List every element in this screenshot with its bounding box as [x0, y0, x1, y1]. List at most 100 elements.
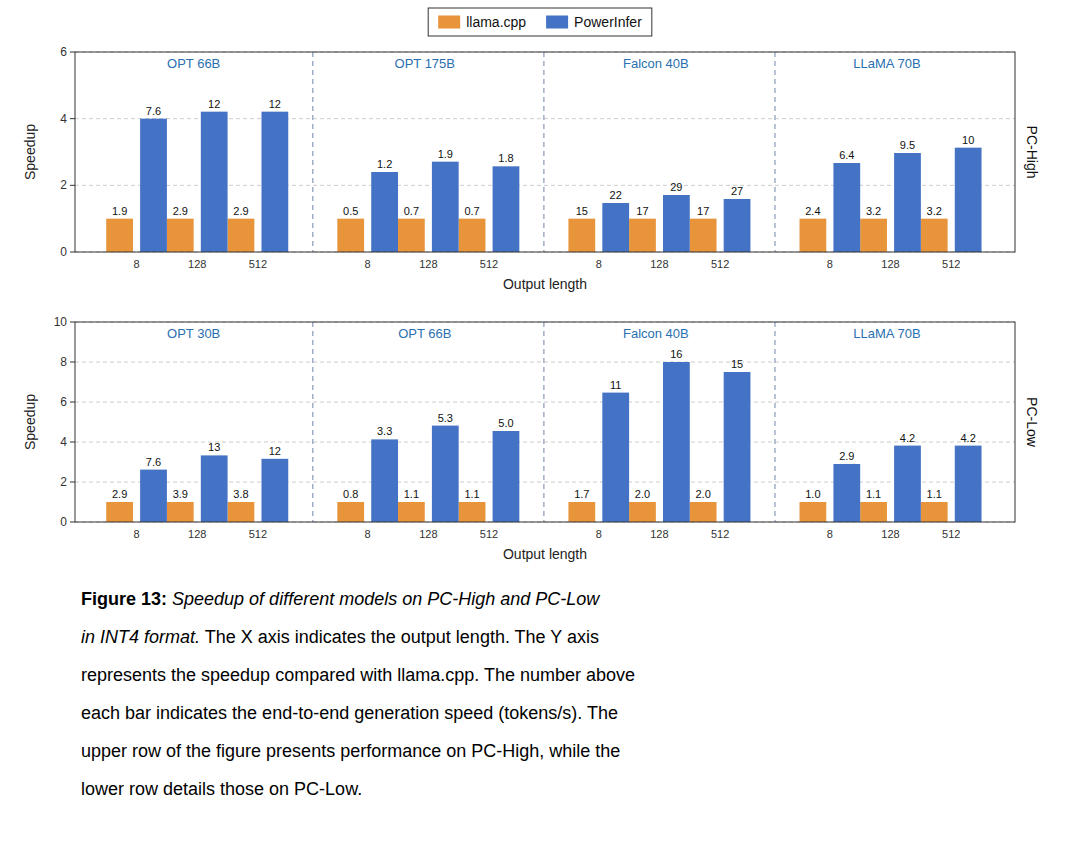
- x-tick-label: 128: [419, 258, 437, 270]
- bar: [228, 219, 255, 252]
- bar: [921, 219, 948, 252]
- side-label: PC-Low: [1024, 397, 1040, 448]
- bar: [860, 502, 887, 522]
- speed-label: 2.9: [112, 488, 127, 500]
- caption-line: in INT4 format. The X axis indicates the…: [81, 618, 635, 656]
- y-axis-label: Speedup: [22, 394, 38, 450]
- caption-text: lower row details those on PC-Low.: [81, 779, 362, 799]
- bar: [833, 163, 860, 252]
- speed-label: 1.8: [498, 152, 513, 164]
- speed-label: 4.2: [900, 432, 915, 444]
- y-tick-label: 8: [60, 355, 67, 369]
- group-label: Falcon 40B: [623, 56, 689, 71]
- x-tick-label: 512: [480, 528, 498, 540]
- y-tick-label: 10: [54, 315, 68, 329]
- group-label: OPT 175B: [395, 56, 455, 71]
- speed-label: 16: [670, 348, 682, 360]
- speed-label: 12: [208, 98, 220, 110]
- bar: [201, 455, 228, 522]
- speed-label: 5.3: [438, 412, 453, 424]
- chart: 02461.92.92.90.50.70.71517172.43.23.27.6…: [22, 8, 1040, 292]
- speed-label: 15: [731, 358, 743, 370]
- chart: 02468102.93.93.80.81.11.11.72.02.01.01.1…: [22, 315, 1040, 562]
- legend-entry: llama.cpp: [466, 14, 526, 30]
- x-tick-label: 512: [711, 258, 729, 270]
- speed-label: 1.1: [464, 488, 479, 500]
- speed-label: 17: [697, 205, 709, 217]
- bar: [228, 502, 255, 522]
- bar: [955, 446, 982, 522]
- speed-label: 1.7: [574, 488, 589, 500]
- speed-label: 27: [731, 185, 743, 197]
- group-separator: [543, 52, 544, 252]
- bar: [955, 148, 982, 252]
- bar: [106, 502, 133, 522]
- bar: [860, 219, 887, 252]
- bar: [140, 470, 167, 522]
- speed-label: 7.6: [146, 105, 161, 117]
- page: {"chart_data": [ {"type": "bar", "side_l…: [0, 0, 1080, 851]
- x-tick-label: 8: [596, 528, 602, 540]
- speed-label: 9.5: [900, 139, 915, 151]
- bar: [337, 502, 364, 522]
- y-tick: [70, 402, 75, 403]
- bar: [261, 459, 288, 522]
- side-label: PC-High: [1024, 126, 1040, 179]
- bar: [724, 372, 751, 522]
- x-axis-label: Output length: [503, 546, 587, 562]
- plot-frame: [75, 322, 1015, 522]
- speed-label: 6.4: [839, 149, 854, 161]
- x-tick-label: 128: [650, 528, 668, 540]
- y-tick: [70, 442, 75, 443]
- x-tick-label: 128: [881, 258, 899, 270]
- x-tick-label: 128: [650, 258, 668, 270]
- caption-text: represents the speedup compared with lla…: [81, 665, 635, 685]
- bar: [432, 162, 459, 252]
- caption-line: lower row details those on PC-Low.: [81, 770, 635, 808]
- speed-label: 1.1: [404, 488, 419, 500]
- bar: [568, 219, 595, 252]
- y-tick-label: 2: [60, 475, 67, 489]
- y-tick-label: 2: [60, 178, 67, 192]
- y-tick: [70, 362, 75, 363]
- speed-label: 1.0: [805, 488, 820, 500]
- y-tick: [70, 185, 75, 186]
- bars: [106, 112, 981, 252]
- bar: [602, 393, 629, 522]
- group-separator: [774, 322, 775, 522]
- y-tick-label: 4: [60, 435, 67, 449]
- y-tick: [70, 252, 75, 253]
- caption-line: represents the speedup compared with lla…: [81, 656, 635, 694]
- bar-labels: 2.93.93.80.81.11.11.72.02.01.01.11.17.61…: [112, 348, 976, 500]
- speed-label: 3.2: [927, 205, 942, 217]
- bar: [724, 199, 751, 252]
- bar: [629, 219, 656, 252]
- y-axis-label: Speedup: [22, 124, 38, 180]
- bar: [833, 464, 860, 522]
- y-tick: [70, 52, 75, 53]
- speed-label: 3.8: [233, 488, 248, 500]
- caption-line: each bar indicates the end-to-end genera…: [81, 694, 635, 732]
- x-tick-label: 8: [365, 258, 371, 270]
- bar: [602, 203, 629, 252]
- caption-line: upper row of the figure presents perform…: [81, 732, 635, 770]
- grid-line: [75, 402, 1015, 403]
- y-tick-label: 0: [60, 515, 67, 529]
- bar: [459, 502, 486, 522]
- speed-label: 1.1: [866, 488, 881, 500]
- bar: [432, 426, 459, 522]
- group-label: LLaMA 70B: [853, 326, 920, 341]
- caption-text: Speedup of different models on PC-High a…: [167, 589, 599, 609]
- speed-label: 2.9: [839, 450, 854, 462]
- x-tick-label: 512: [249, 258, 267, 270]
- bar: [894, 446, 921, 522]
- speed-label: 17: [636, 205, 648, 217]
- x-tick-label: 128: [881, 528, 899, 540]
- bar: [167, 219, 194, 252]
- x-tick-label: 8: [827, 528, 833, 540]
- speed-label: 2.4: [805, 205, 820, 217]
- bar: [800, 219, 827, 252]
- y-tick-label: 0: [60, 245, 67, 259]
- speed-label: 3.2: [866, 205, 881, 217]
- bars: [106, 362, 981, 522]
